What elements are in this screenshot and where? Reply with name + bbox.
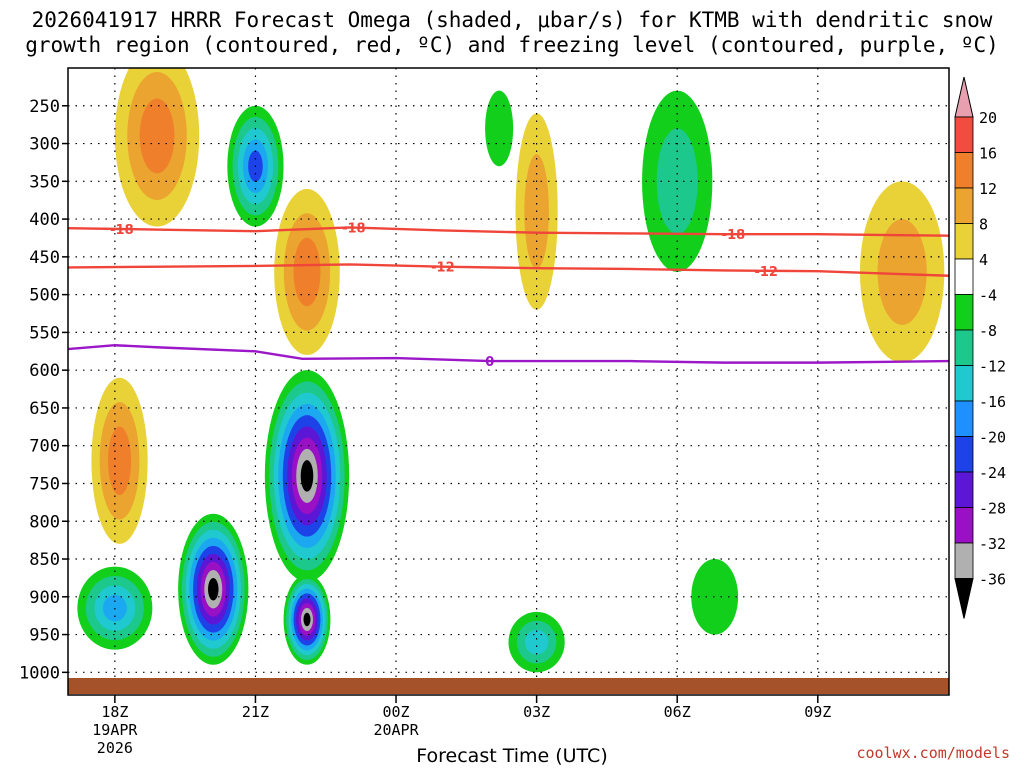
contour-label-0-0: 0 <box>485 355 494 370</box>
omega-feature-0-level-2 <box>139 98 175 174</box>
colorbar-label--20: -20 <box>979 429 1006 447</box>
colorbar-label-16: 16 <box>979 145 997 163</box>
x-tick-label-18Z: 18Z <box>101 703 128 721</box>
omega-feature-1-level-2 <box>107 426 132 496</box>
plot-frame <box>67 67 950 696</box>
y-tick-label-700: 700 <box>29 437 60 457</box>
omega-feature-2-level-2 <box>293 237 321 307</box>
colorbar-label--16: -16 <box>979 393 1006 411</box>
colorbar-bin-1 <box>954 152 974 189</box>
x-tick-label-03Z: 03Z <box>523 703 550 721</box>
credit-link[interactable]: coolwx.com/models <box>856 744 1010 762</box>
colorbar-bin-11 <box>954 507 974 544</box>
omega-feature-4-level-8 <box>208 577 219 601</box>
y-tick-label-550: 550 <box>29 323 60 343</box>
contour--12 <box>67 263 950 277</box>
colorbar-label-12: 12 <box>979 180 997 198</box>
colorbar-label-20: 20 <box>979 109 997 127</box>
colorbar-label--8: -8 <box>979 322 997 340</box>
colorbar-label--12: -12 <box>979 358 1006 376</box>
y-tick-label-500: 500 <box>29 286 60 306</box>
contour-label--18-0: -18 <box>110 223 134 238</box>
colorbar-label--32: -32 <box>979 535 1006 553</box>
chart-title-line-2: growth region (contoured, red, ºC) and f… <box>25 33 999 57</box>
y-tick-label-750: 750 <box>29 474 60 494</box>
y-tick-label-450: 450 <box>29 248 60 268</box>
colorbar-bin-10 <box>954 471 974 508</box>
x-tick-label-21Z: 21Z <box>242 703 269 721</box>
y-tick-label-400: 400 <box>29 210 60 230</box>
colorbar-label--24: -24 <box>979 464 1006 482</box>
contour-label--18-2: -18 <box>722 228 746 243</box>
colorbar-bin-8 <box>954 400 974 437</box>
colorbar-label--4: -4 <box>979 287 997 305</box>
omega-feature-11-level-0 <box>485 90 514 167</box>
colorbar-bin-7 <box>954 365 974 402</box>
y-tick-label-600: 600 <box>29 361 60 381</box>
y-tick-label-350: 350 <box>29 172 60 192</box>
contour-label--12-1: -12 <box>754 265 778 280</box>
colorbar-bin-4 <box>954 258 974 295</box>
omega-field <box>77 68 945 673</box>
x-tick-label-06Z: 06Z <box>664 703 691 721</box>
x-tick-label-09Z: 09Z <box>804 703 831 721</box>
y-tick-label-950: 950 <box>29 626 60 646</box>
colorbar-bin-5 <box>954 294 974 331</box>
omega-feature-13-level-0 <box>691 559 739 635</box>
colorbar-bin-6 <box>954 329 974 366</box>
y-tick-label-650: 650 <box>29 399 60 419</box>
omega-feature-5-level-8 <box>300 460 314 492</box>
colorbar-bin-12 <box>954 542 974 579</box>
y-tick-label-250: 250 <box>29 97 60 117</box>
x-tick-date-00Z: 20APR <box>373 721 419 739</box>
omega-feature-10-level-1 <box>877 219 927 325</box>
ground-strip <box>68 678 949 694</box>
colorbar-bottom-arrow <box>954 578 974 619</box>
colorbar-bin-9 <box>954 436 974 473</box>
omega-feature-12-level-2 <box>525 629 549 655</box>
chart-title-line-1: 2026041917 HRRR Forecast Omega (shaded, … <box>31 8 993 32</box>
colorbar-label--36: -36 <box>979 571 1006 589</box>
colorbar-label-8: 8 <box>979 216 988 234</box>
colorbar-bin-0 <box>954 116 974 153</box>
y-tick-label-300: 300 <box>29 135 60 155</box>
colorbar-label-4: 4 <box>979 251 988 269</box>
y-tick-label-800: 800 <box>29 512 60 532</box>
y-tick-label-1000: 1000 <box>19 663 60 683</box>
contour-label--12-0: -12 <box>431 261 455 276</box>
colorbar-bin-2 <box>954 187 974 224</box>
y-tick-label-850: 850 <box>29 550 60 570</box>
contour-label--18-1: -18 <box>342 222 366 237</box>
y-tick-label-900: 900 <box>29 588 60 608</box>
x-tick-date-18Z: 19APR <box>92 721 138 739</box>
colorbar-label--28: -28 <box>979 500 1006 518</box>
colorbar-bin-3 <box>954 223 974 260</box>
contour--18 <box>67 226 950 237</box>
omega-feature-6-level-8 <box>303 612 311 627</box>
x-tick-year-18Z: 2026 <box>97 739 133 757</box>
colorbar-top-arrow <box>954 76 974 118</box>
x-tick-label-00Z: 00Z <box>382 703 409 721</box>
contour-0 <box>67 344 950 364</box>
x-axis-label: Forecast Time (UTC) <box>416 745 608 767</box>
